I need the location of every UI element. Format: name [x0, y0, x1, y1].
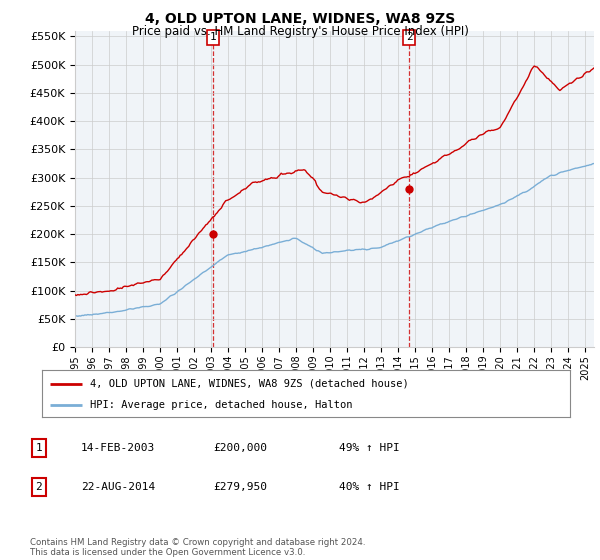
Text: 2: 2 [406, 32, 413, 43]
Text: 14-FEB-2003: 14-FEB-2003 [81, 443, 155, 453]
Text: 4, OLD UPTON LANE, WIDNES, WA8 9ZS (detached house): 4, OLD UPTON LANE, WIDNES, WA8 9ZS (deta… [89, 379, 408, 389]
Text: 40% ↑ HPI: 40% ↑ HPI [339, 482, 400, 492]
Text: 4, OLD UPTON LANE, WIDNES, WA8 9ZS: 4, OLD UPTON LANE, WIDNES, WA8 9ZS [145, 12, 455, 26]
Text: 22-AUG-2014: 22-AUG-2014 [81, 482, 155, 492]
Text: 1: 1 [35, 443, 43, 453]
Text: Contains HM Land Registry data © Crown copyright and database right 2024.
This d: Contains HM Land Registry data © Crown c… [30, 538, 365, 557]
Text: £200,000: £200,000 [213, 443, 267, 453]
Text: £279,950: £279,950 [213, 482, 267, 492]
Text: 2: 2 [35, 482, 43, 492]
Text: 49% ↑ HPI: 49% ↑ HPI [339, 443, 400, 453]
Text: 1: 1 [210, 32, 217, 43]
Text: HPI: Average price, detached house, Halton: HPI: Average price, detached house, Halt… [89, 400, 352, 410]
Text: Price paid vs. HM Land Registry's House Price Index (HPI): Price paid vs. HM Land Registry's House … [131, 25, 469, 38]
